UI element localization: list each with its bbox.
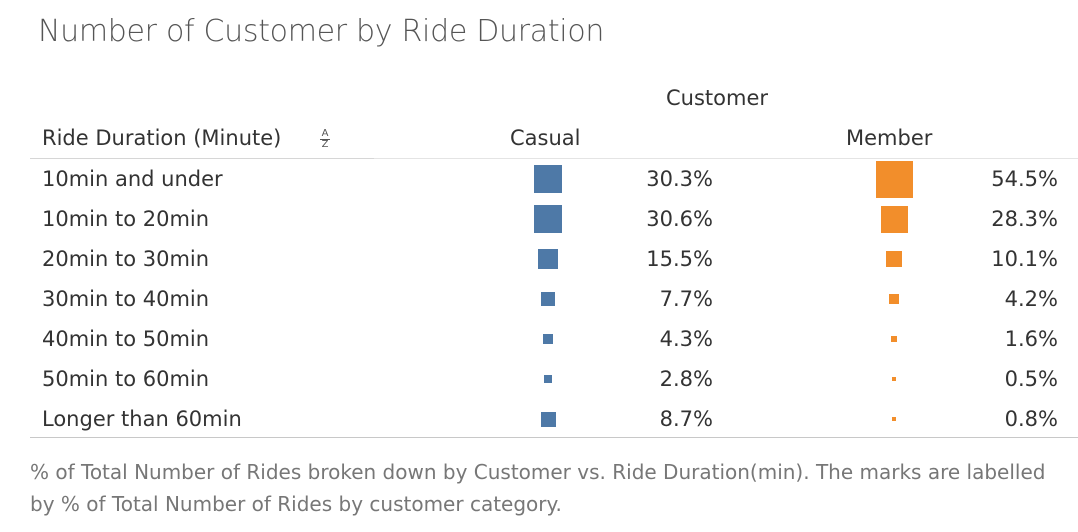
sort-icon-a: A: [321, 128, 329, 139]
value-label-member: 0.5%: [1004, 367, 1058, 391]
table-row: Longer than 60min 8.7% 0.8%: [0, 399, 1078, 439]
value-label-member: 4.2%: [1004, 287, 1058, 311]
value-label-casual: 15.5%: [646, 247, 713, 271]
row-label: 30min to 40min: [42, 287, 210, 311]
table-row: 20min to 30min 15.5% 10.1%: [0, 239, 1078, 279]
mark-casual[interactable]: [544, 375, 552, 383]
bottom-divider: [30, 437, 1078, 438]
mark-casual[interactable]: [538, 249, 558, 269]
mark-casual[interactable]: [540, 411, 556, 427]
value-label-casual: 30.6%: [646, 207, 713, 231]
row-label: 50min to 60min: [42, 367, 210, 391]
row-dimension-header: Ride Duration (Minute): [42, 126, 282, 150]
table-row: 10min to 20min 30.6% 28.3%: [0, 199, 1078, 239]
mark-casual[interactable]: [534, 205, 562, 233]
mark-casual[interactable]: [534, 165, 562, 193]
mark-member[interactable]: [891, 336, 897, 342]
mark-member[interactable]: [889, 294, 899, 304]
table-row: 50min to 60min 2.8% 0.5%: [0, 359, 1078, 399]
value-label-member: 1.6%: [1004, 327, 1058, 351]
row-label: Longer than 60min: [42, 407, 242, 431]
value-label-member: 28.3%: [991, 207, 1058, 231]
sort-icon-z: Z: [321, 139, 329, 150]
header-divider-right: [374, 158, 1078, 159]
sort-az-icon[interactable]: A Z: [318, 129, 332, 150]
mark-member[interactable]: [892, 417, 896, 421]
chart-title: Number of Customer by Ride Duration: [38, 14, 605, 49]
row-label: 10min and under: [42, 167, 223, 191]
mark-member[interactable]: [892, 377, 896, 381]
column-header-member: Member: [846, 126, 933, 150]
mark-casual[interactable]: [543, 334, 553, 344]
table-row: 30min to 40min 7.7% 4.2%: [0, 279, 1078, 319]
row-label: 40min to 50min: [42, 327, 210, 351]
row-label: 20min to 30min: [42, 247, 210, 271]
chart-caption: % of Total Number of Rides broken down b…: [30, 460, 1046, 516]
table-body: 10min and under 30.3% 54.5% 10min to 20min 3…: [0, 159, 1078, 439]
value-label-casual: 8.7%: [659, 407, 713, 431]
row-label: 10min to 20min: [42, 207, 210, 231]
mark-member[interactable]: [886, 251, 902, 267]
mark-member[interactable]: [875, 160, 913, 198]
column-header-casual: Casual: [510, 126, 581, 150]
value-label-casual: 2.8%: [659, 367, 713, 391]
mark-member[interactable]: [880, 205, 908, 233]
table-row: 10min and under 30.3% 54.5%: [0, 159, 1078, 199]
header-divider-left: [30, 158, 374, 159]
value-label-member: 54.5%: [991, 167, 1058, 191]
value-label-member: 0.8%: [1004, 407, 1058, 431]
value-label-casual: 4.3%: [659, 327, 713, 351]
mark-casual[interactable]: [541, 292, 555, 306]
table-row: 40min to 50min 4.3% 1.6%: [0, 319, 1078, 359]
value-label-casual: 7.7%: [659, 287, 713, 311]
value-label-member: 10.1%: [991, 247, 1058, 271]
value-label-casual: 30.3%: [646, 167, 713, 191]
column-group-header: Customer: [666, 86, 769, 110]
